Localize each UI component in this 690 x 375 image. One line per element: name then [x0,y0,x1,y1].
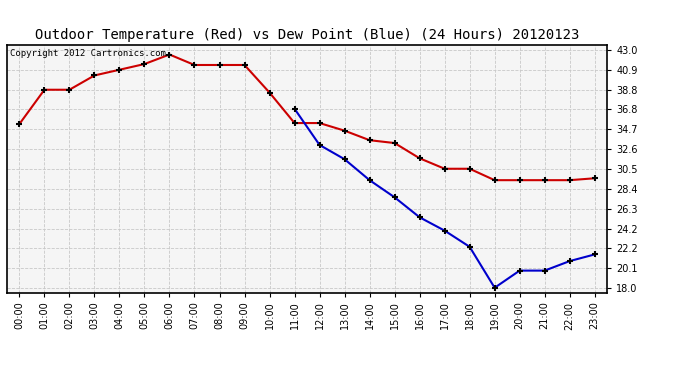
Title: Outdoor Temperature (Red) vs Dew Point (Blue) (24 Hours) 20120123: Outdoor Temperature (Red) vs Dew Point (… [35,28,579,42]
Text: Copyright 2012 Cartronics.com: Copyright 2012 Cartronics.com [10,49,166,58]
